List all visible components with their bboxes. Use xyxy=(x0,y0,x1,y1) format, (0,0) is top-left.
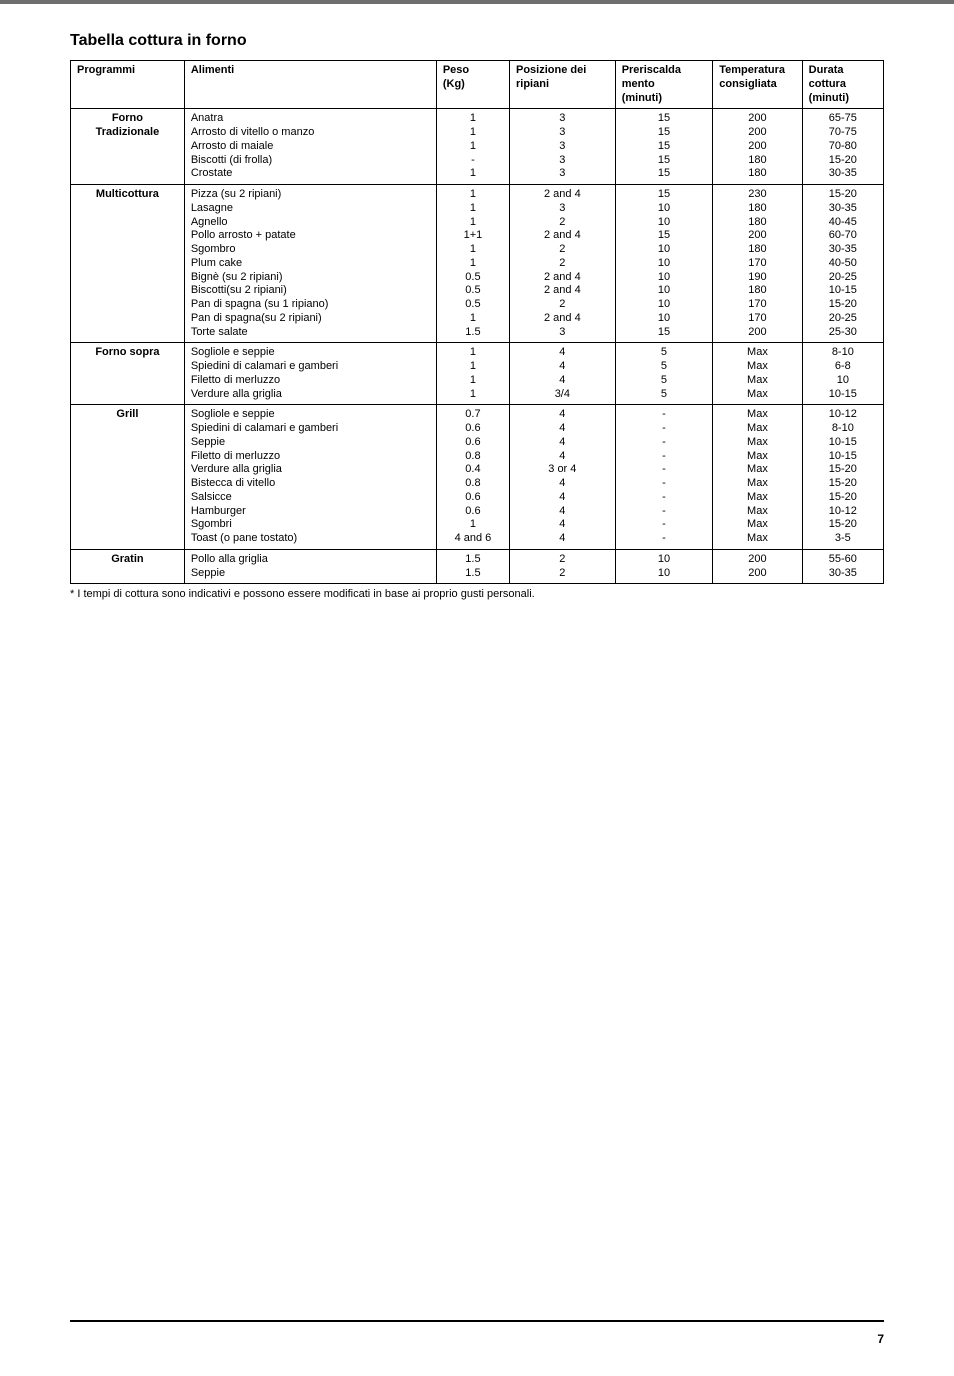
position-cell: 33333 xyxy=(510,109,616,185)
bottom-rule xyxy=(70,1320,884,1322)
food-cell: Sogliole e seppieSpiedini di calamari e … xyxy=(184,343,436,405)
table-row: GrillSogliole e seppieSpiedini di calama… xyxy=(71,405,884,550)
program-cell: Multicottura xyxy=(71,185,185,343)
duration-cell: 10-128-1010-1510-1515-2015-2015-2010-121… xyxy=(802,405,883,550)
col-peso: Peso(Kg) xyxy=(436,61,509,109)
duration-cell: 8-106-81010-15 xyxy=(802,343,883,405)
col-posizione: Posizione deiripiani xyxy=(510,61,616,109)
food-cell: Pollo alla grigliaSeppie xyxy=(184,549,436,584)
temperature-cell: MaxMaxMaxMax xyxy=(713,343,802,405)
temperature-cell: 230180180200180170190180170170200 xyxy=(713,185,802,343)
table-row: MulticotturaPizza (su 2 ripiani)LasagneA… xyxy=(71,185,884,343)
position-cell: 44443 or 444444 xyxy=(510,405,616,550)
cooking-table: Programmi Alimenti Peso(Kg) Posizione de… xyxy=(70,60,884,584)
col-alimenti: Alimenti xyxy=(184,61,436,109)
preheat-cell: 1515151515 xyxy=(615,109,713,185)
weight-cell: 1111+1110.50.50.511.5 xyxy=(436,185,509,343)
position-cell: 2 and 4322 and 4222 and 42 and 422 and 4… xyxy=(510,185,616,343)
top-rule xyxy=(0,0,954,4)
page-number: 7 xyxy=(70,1332,884,1346)
col-temperatura: Temperaturaconsigliata xyxy=(713,61,802,109)
weight-cell: 1.51.5 xyxy=(436,549,509,584)
col-programmi: Programmi xyxy=(71,61,185,109)
page-title: Tabella cottura in forno xyxy=(70,32,884,50)
program-cell: Gratin xyxy=(71,549,185,584)
table-row: FornoTradizionaleAnatraArrosto di vitell… xyxy=(71,109,884,185)
position-cell: 4443/4 xyxy=(510,343,616,405)
col-durata: Duratacottura(minuti) xyxy=(802,61,883,109)
weight-cell: 1111 xyxy=(436,343,509,405)
temperature-cell: MaxMaxMaxMaxMaxMaxMaxMaxMaxMax xyxy=(713,405,802,550)
food-cell: AnatraArrosto di vitello o manzoArrosto … xyxy=(184,109,436,185)
col-preriscaldamento: Preriscaldamento(minuti) xyxy=(615,61,713,109)
temperature-cell: 200200 xyxy=(713,549,802,584)
table-header-row: Programmi Alimenti Peso(Kg) Posizione de… xyxy=(71,61,884,109)
food-cell: Pizza (su 2 ripiani)LasagneAgnelloPollo … xyxy=(184,185,436,343)
weight-cell: 0.70.60.60.80.40.80.60.614 and 6 xyxy=(436,405,509,550)
preheat-cell: 1010 xyxy=(615,549,713,584)
table-row: GratinPollo alla grigliaSeppie1.51.52210… xyxy=(71,549,884,584)
duration-cell: 65-7570-7570-8015-2030-35 xyxy=(802,109,883,185)
preheat-cell: ---------- xyxy=(615,405,713,550)
food-cell: Sogliole e seppieSpiedini di calamari e … xyxy=(184,405,436,550)
footnote: * I tempi di cottura sono indicativi e p… xyxy=(70,588,884,600)
page-content: IT Tabella cottura in forno Programmi Al… xyxy=(0,32,954,1376)
duration-cell: 15-2030-3540-4560-7030-3540-5020-2510-15… xyxy=(802,185,883,343)
table-row: Forno sopraSogliole e seppieSpiedini di … xyxy=(71,343,884,405)
weight-cell: 111-1 xyxy=(436,109,509,185)
program-cell: Grill xyxy=(71,405,185,550)
duration-cell: 55-6030-35 xyxy=(802,549,883,584)
preheat-cell: 5555 xyxy=(615,343,713,405)
program-cell: FornoTradizionale xyxy=(71,109,185,185)
position-cell: 22 xyxy=(510,549,616,584)
preheat-cell: 1510101510101010101015 xyxy=(615,185,713,343)
program-cell: Forno sopra xyxy=(71,343,185,405)
temperature-cell: 200200200180180 xyxy=(713,109,802,185)
